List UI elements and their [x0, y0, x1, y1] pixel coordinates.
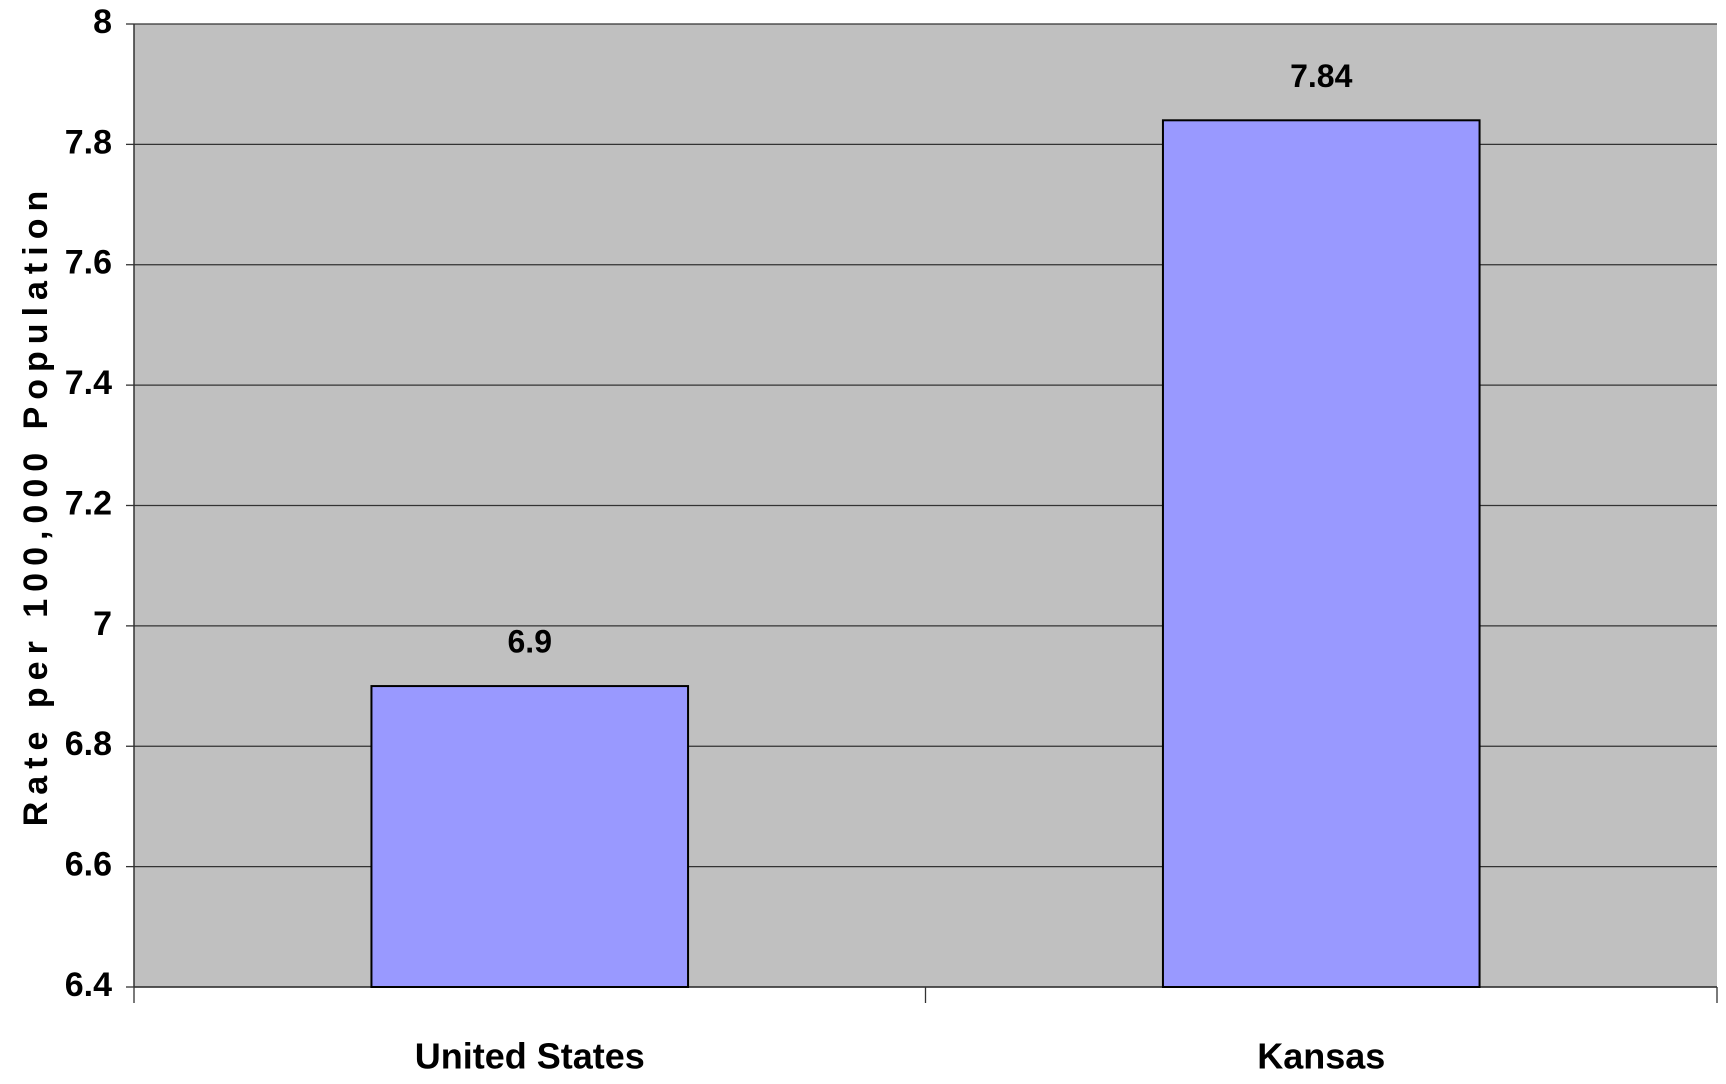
y-tick-label: 6.6: [65, 846, 112, 884]
y-tick-label: 7.4: [65, 364, 112, 402]
data-label: 7.84: [1290, 58, 1352, 94]
bar: [1161, 119, 1481, 989]
x-tick-label: United States: [415, 1036, 645, 1077]
y-axis-label: Rate per 100,000 Population: [17, 184, 55, 827]
y-tick-label: 7.6: [65, 244, 112, 282]
data-label: 6.9: [508, 624, 552, 660]
y-tick-label: 6.4: [65, 966, 112, 1004]
x-tick-label: Kansas: [1257, 1036, 1385, 1077]
y-tick-label: 7: [93, 605, 112, 643]
y-tick-label: 7.2: [65, 484, 112, 522]
y-tick-label: 7.8: [65, 123, 112, 161]
y-tick-label: 8: [93, 3, 112, 41]
bar: [370, 685, 690, 988]
y-tick-label: 6.8: [65, 725, 112, 763]
